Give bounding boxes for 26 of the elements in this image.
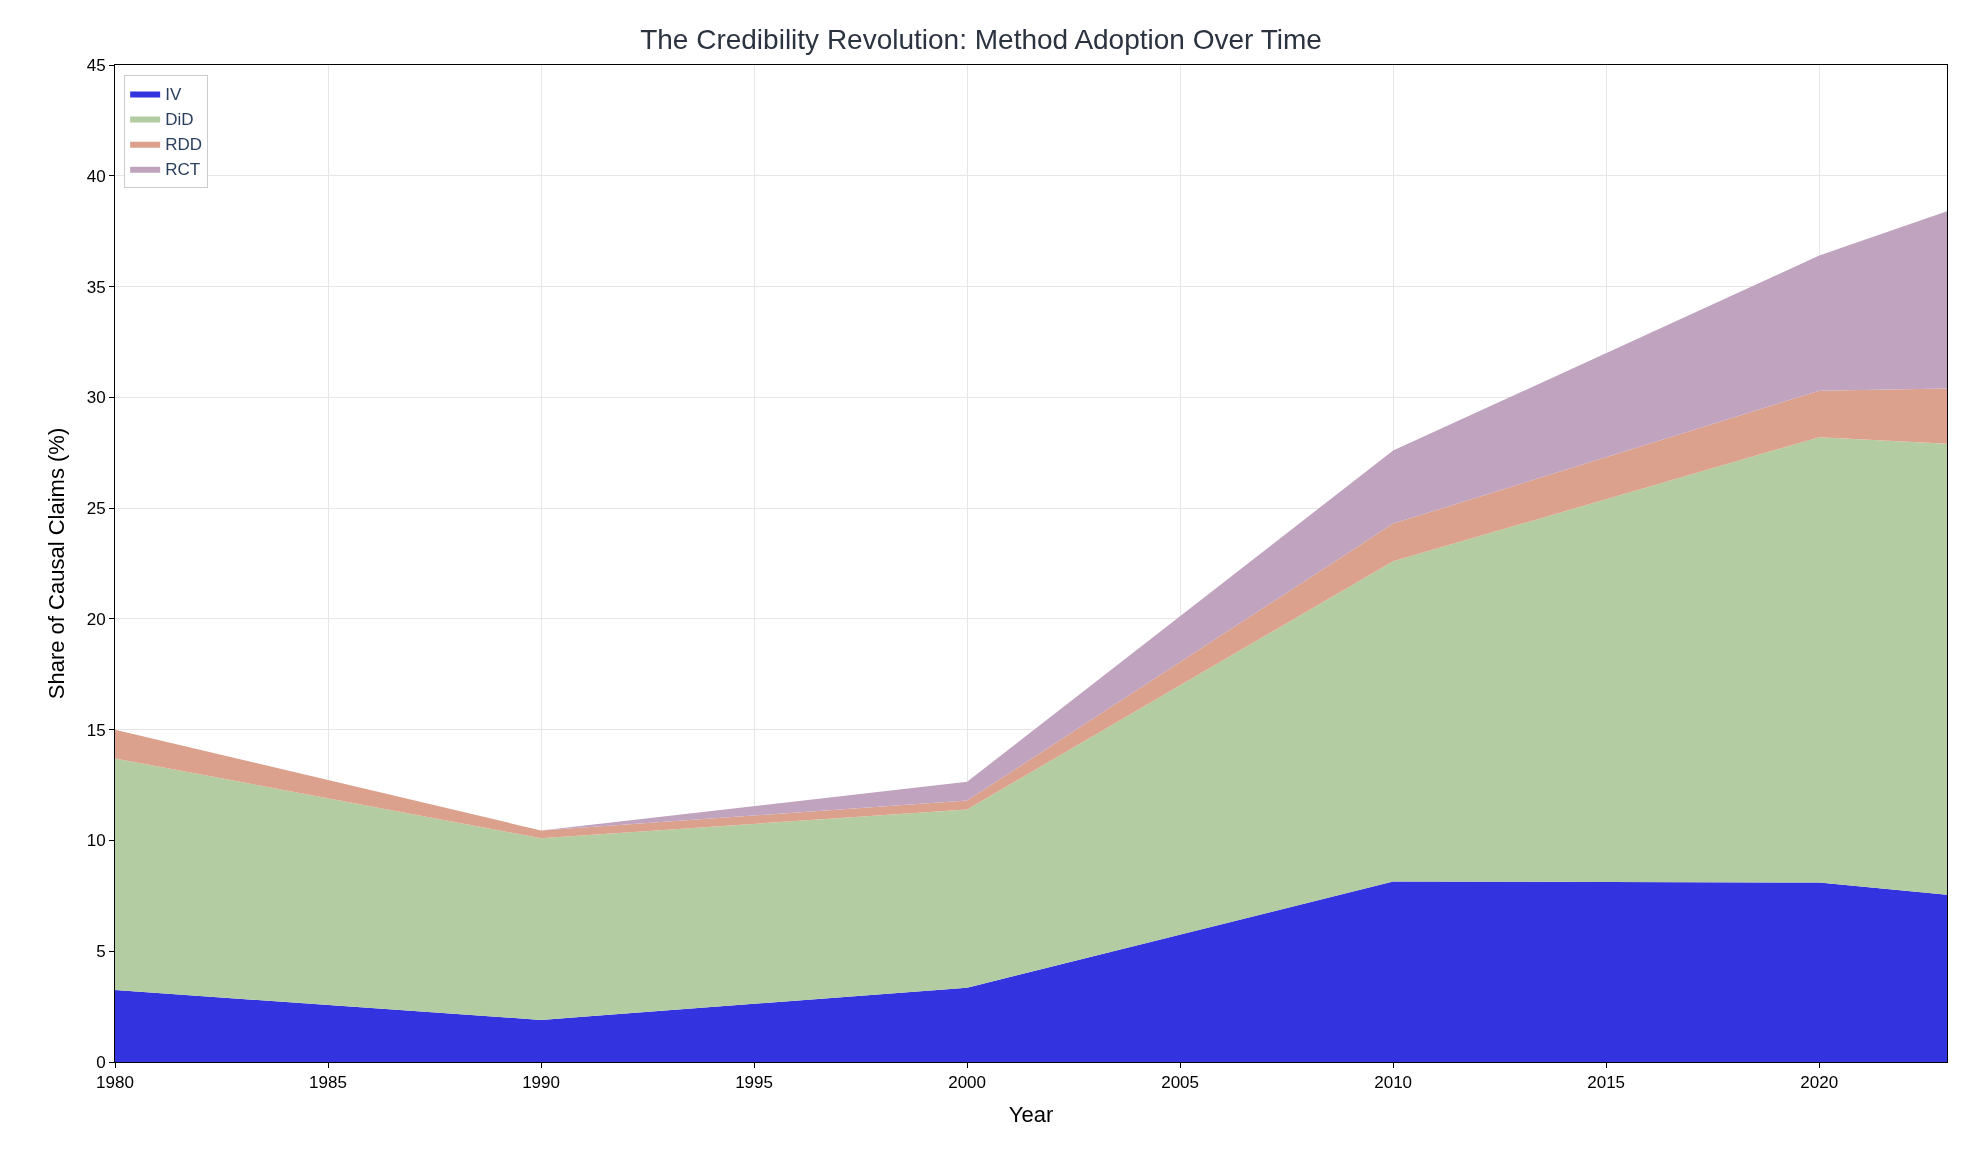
y-tick-label: 10: [86, 831, 106, 851]
x-tick-label: 1990: [522, 1073, 560, 1093]
y-tick-label: 20: [86, 609, 106, 629]
x-tick-label: 2000: [948, 1073, 986, 1093]
y-tick-label: 40: [86, 166, 106, 186]
x-tick-label: 2010: [1374, 1073, 1413, 1093]
x-tick-label: 2020: [1800, 1073, 1839, 1093]
legend-label: RDD: [165, 135, 202, 155]
x-tick-label: 1995: [735, 1073, 773, 1093]
y-tick-label: 5: [96, 942, 106, 962]
y-tick-label: 35: [86, 277, 106, 297]
legend-label: DiD: [165, 110, 194, 130]
x-tick-label: 1980: [96, 1073, 134, 1093]
legend-label: IV: [165, 85, 182, 105]
y-axis-title: Share of Causal Claims (%): [44, 427, 70, 700]
x-axis-title: Year: [1008, 1102, 1054, 1128]
y-tick-label: 25: [86, 499, 106, 519]
chart-title: The Credibility Revolution: Method Adoption Over Time: [640, 23, 1322, 55]
y-tick-label: 45: [86, 55, 106, 75]
y-tick-label: 30: [86, 388, 106, 408]
legend-label: RCT: [165, 160, 201, 180]
x-tick-label: 2005: [1161, 1073, 1200, 1093]
y-tick-label: 15: [86, 720, 106, 740]
x-tick-label: 1985: [309, 1073, 347, 1093]
y-tick-label: 0: [96, 1052, 106, 1072]
x-tick-label: 2015: [1587, 1073, 1626, 1093]
